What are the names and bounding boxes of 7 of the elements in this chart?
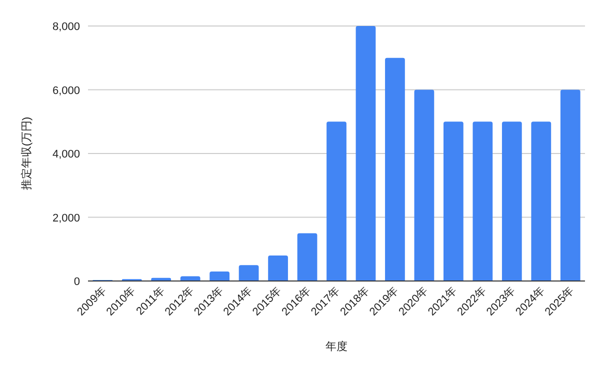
y-tick-label: 2,000 xyxy=(52,212,80,224)
y-tick-label: 4,000 xyxy=(52,148,80,160)
x-axis-title: 年度 xyxy=(326,340,348,353)
y-tick-label: 8,000 xyxy=(52,21,80,33)
y-tick-label: 0 xyxy=(74,276,80,288)
y-axis-title: 推定年収(万円) xyxy=(20,116,33,190)
y-tick-label: 6,000 xyxy=(52,84,80,97)
